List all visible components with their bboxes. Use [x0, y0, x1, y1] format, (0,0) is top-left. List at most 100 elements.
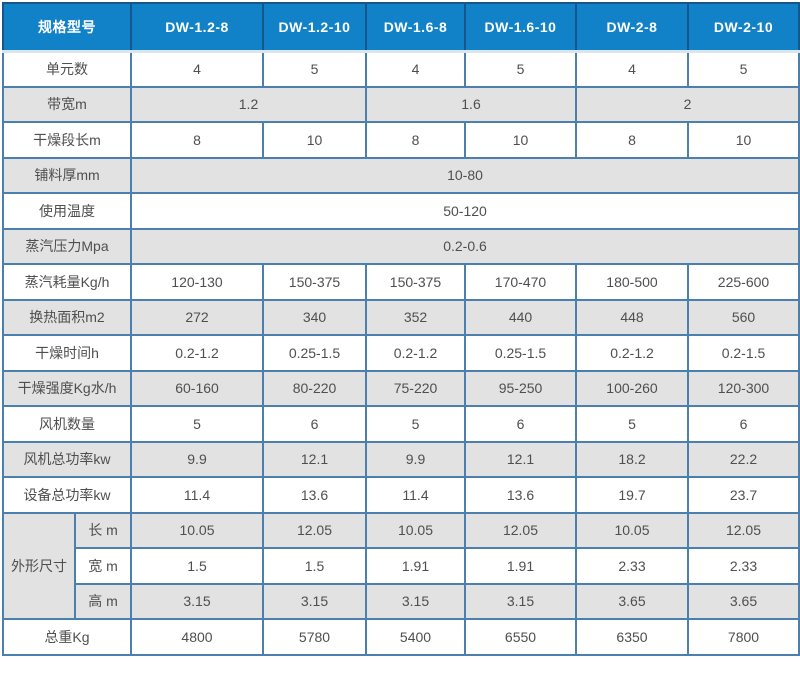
cell: 23.7: [687, 476, 800, 514]
cell: 12.05: [687, 511, 800, 549]
cell: 6: [262, 405, 367, 443]
row-sublabel-length: 长 m: [74, 511, 132, 549]
row-label: 蒸汽耗量Kg/h: [2, 263, 132, 301]
cell: 5: [262, 50, 367, 88]
row-label: 干燥时间h: [2, 334, 132, 372]
cell: 100-260: [575, 369, 689, 407]
header-spec-label: 规格型号: [2, 2, 132, 53]
row-label-dimensions: 外形尺寸: [2, 511, 76, 620]
cell: 3.15: [262, 582, 367, 620]
cell: 60-160: [130, 369, 264, 407]
cell: 80-220: [262, 369, 367, 407]
cell: 5400: [365, 618, 466, 656]
cell: 3.65: [687, 582, 800, 620]
header-model: DW-1.2-10: [262, 2, 367, 53]
row-total-weight: 总重Kg 4800 5780 5400 6550 6350 7800: [2, 618, 800, 656]
cell: 340: [262, 298, 367, 336]
cell: 4: [575, 50, 689, 88]
cell: 4: [365, 50, 466, 88]
row-sublabel-height: 高 m: [74, 582, 132, 620]
cell: 4: [130, 50, 264, 88]
cell: 12.1: [262, 440, 367, 478]
cell: 10.05: [365, 511, 466, 549]
row-dimension-width: 宽 m 1.5 1.5 1.91 1.91 2.33 2.33: [3, 547, 800, 585]
row-dimension-height: 高 m 3.15 3.15 3.15 3.15 3.65 3.65: [3, 582, 800, 620]
header-row: 规格型号 DW-1.2-8 DW-1.2-10 DW-1.6-8 DW-1.6-…: [2, 2, 800, 53]
row-drying-section-length: 干燥段长m 8 10 8 10 8 10: [2, 121, 800, 159]
cell: 9.9: [130, 440, 264, 478]
cell: 0.2-1.2: [130, 334, 264, 372]
row-label: 带宽m: [2, 85, 132, 123]
cell: 13.6: [262, 476, 367, 514]
cell: 5780: [262, 618, 367, 656]
cell: 5: [130, 405, 264, 443]
row-fan-total-power: 风机总功率kw 9.9 12.1 9.9 12.1 18.2 22.2: [2, 440, 800, 478]
row-fan-quantity: 风机数量 5 6 5 6 5 6: [2, 405, 800, 443]
cell: 3.15: [464, 582, 577, 620]
cell: 3.65: [575, 582, 689, 620]
cell: 11.4: [365, 476, 466, 514]
cell: 6: [464, 405, 577, 443]
cell: 10: [464, 121, 577, 159]
row-unit-count: 单元数 4 5 4 5 4 5: [2, 50, 800, 88]
cell: 6550: [464, 618, 577, 656]
cell: 0.25-1.5: [464, 334, 577, 372]
cell: 5: [365, 405, 466, 443]
cell: 3.15: [365, 582, 466, 620]
cell: 12.1: [464, 440, 577, 478]
cell: 150-375: [262, 263, 367, 301]
cell: 225-600: [687, 263, 800, 301]
row-label: 单元数: [2, 50, 132, 88]
header-model: DW-1.6-8: [365, 2, 466, 53]
cell: 0.2-1.2: [365, 334, 466, 372]
cell: 12.05: [464, 511, 577, 549]
row-label: 总重Kg: [2, 618, 132, 656]
spec-table: 规格型号 DW-1.2-8 DW-1.2-10 DW-1.6-8 DW-1.6-…: [2, 2, 800, 656]
row-equipment-total-power: 设备总功率kw 11.4 13.6 11.4 13.6 19.7 23.7: [2, 476, 800, 514]
row-steam-consumption: 蒸汽耗量Kg/h 120-130 150-375 150-375 170-470…: [2, 263, 800, 301]
row-label: 使用温度: [2, 192, 132, 230]
cell: 0.2-1.2: [575, 334, 689, 372]
row-label: 换热面积m2: [2, 298, 132, 336]
cell: 10.05: [575, 511, 689, 549]
header-model: DW-2-10: [687, 2, 800, 53]
row-belt-width: 带宽m 1.2 1.6 2: [2, 85, 800, 123]
header-model: DW-1.2-8: [130, 2, 264, 53]
cell: 1.5: [262, 547, 367, 585]
cell: 0.2-1.5: [687, 334, 800, 372]
cell: 1.6: [365, 85, 577, 123]
cell: 22.2: [687, 440, 800, 478]
cell: 0.25-1.5: [262, 334, 367, 372]
cell: 150-375: [365, 263, 466, 301]
cell: 8: [365, 121, 466, 159]
cell: 5: [575, 405, 689, 443]
cell: 5: [464, 50, 577, 88]
cell: 12.05: [262, 511, 367, 549]
row-heat-exchange-area: 换热面积m2 272 340 352 440 448 560: [2, 298, 800, 336]
cell: 3.15: [130, 582, 264, 620]
header-model: DW-1.6-10: [464, 2, 577, 53]
cell: 4800: [130, 618, 264, 656]
row-label: 干燥强度Kg水/h: [2, 369, 132, 407]
cell: 560: [687, 298, 800, 336]
cell: 11.4: [130, 476, 264, 514]
row-label: 铺料厚mm: [2, 156, 132, 194]
row-dimension-length: 外形尺寸 长 m 10.05 12.05 10.05 12.05 10.05 1…: [2, 511, 800, 620]
cell: 440: [464, 298, 577, 336]
cell: 120-300: [687, 369, 800, 407]
cell: 2.33: [575, 547, 689, 585]
cell: 6350: [575, 618, 689, 656]
cell: 18.2: [575, 440, 689, 478]
cell: 19.7: [575, 476, 689, 514]
cell: 0.2-0.6: [130, 227, 800, 265]
cell: 10.05: [130, 511, 264, 549]
cell: 1.91: [464, 547, 577, 585]
cell: 75-220: [365, 369, 466, 407]
row-label: 风机总功率kw: [2, 440, 132, 478]
cell: 448: [575, 298, 689, 336]
cell: 50-120: [130, 192, 800, 230]
row-steam-pressure: 蒸汽压力Mpa 0.2-0.6: [2, 227, 800, 265]
cell: 10: [687, 121, 800, 159]
header-model: DW-2-8: [575, 2, 689, 53]
